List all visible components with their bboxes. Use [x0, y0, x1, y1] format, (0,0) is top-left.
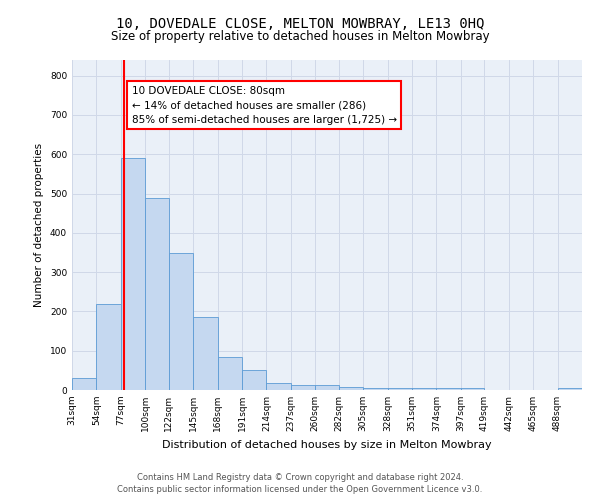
Bar [193, 318, 218, 390]
Text: 10 DOVEDALE CLOSE: 80sqm
← 14% of detached houses are smaller (286)
85% of semi-: 10 DOVEDALE CLOSE: 80sqm ← 14% of detach… [131, 86, 397, 125]
Bar [388, 388, 412, 390]
Bar [363, 388, 388, 390]
Bar [145, 198, 169, 390]
Bar [121, 158, 145, 390]
Bar [316, 385, 338, 390]
Bar [72, 378, 97, 390]
Bar [412, 388, 436, 390]
Bar [557, 388, 582, 390]
Bar [291, 385, 316, 390]
Bar [218, 356, 242, 390]
Y-axis label: Number of detached properties: Number of detached properties [34, 143, 44, 307]
Bar [338, 387, 363, 390]
Bar [169, 254, 193, 390]
Bar [266, 383, 291, 390]
Bar [436, 388, 461, 390]
Bar [461, 388, 484, 390]
X-axis label: Distribution of detached houses by size in Melton Mowbray: Distribution of detached houses by size … [162, 440, 492, 450]
Bar [242, 370, 266, 390]
Text: Size of property relative to detached houses in Melton Mowbray: Size of property relative to detached ho… [110, 30, 490, 43]
Bar [97, 304, 121, 390]
Text: 10, DOVEDALE CLOSE, MELTON MOWBRAY, LE13 0HQ: 10, DOVEDALE CLOSE, MELTON MOWBRAY, LE13… [116, 18, 484, 32]
Text: Contains HM Land Registry data © Crown copyright and database right 2024.
Contai: Contains HM Land Registry data © Crown c… [118, 472, 482, 494]
